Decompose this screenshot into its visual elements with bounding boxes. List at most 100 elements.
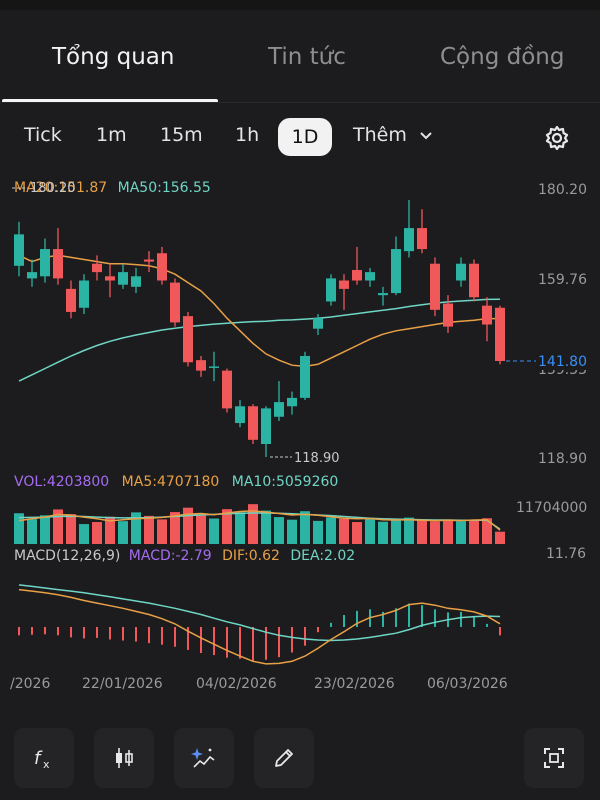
svg-text:x: x: [43, 758, 50, 771]
fullscreen-icon: [544, 748, 564, 768]
ai-sparkle-icon: [191, 748, 215, 768]
macd-dif: DIF:0.62: [222, 548, 280, 564]
volume-bar: [274, 517, 284, 544]
ma50-line: [18, 298, 501, 382]
candle-body: [417, 228, 427, 250]
legend-ma50-value: 156.55: [161, 180, 211, 196]
candle-body: [378, 293, 388, 296]
ma20-line: [18, 254, 500, 368]
volume-bar: [248, 504, 258, 544]
price-axis-label: 159.76: [538, 272, 587, 288]
candle-body: [274, 402, 284, 417]
candle-body: [287, 397, 297, 407]
gear-icon[interactable]: [544, 125, 570, 151]
pencil-icon: [275, 749, 293, 767]
tab-news[interactable]: Tin tức: [268, 44, 346, 70]
volume-bar: [378, 521, 388, 544]
volume-bar: [144, 515, 154, 544]
candle-body: [300, 355, 310, 398]
macd-value: MACD:-2.79: [128, 548, 212, 564]
volume-bar: [430, 521, 440, 544]
tab-overview[interactable]: Tổng quan: [52, 44, 175, 70]
timeframe-15m[interactable]: 15m: [160, 124, 203, 146]
volume-bar: [222, 509, 232, 544]
chevron-down-icon: [420, 131, 432, 139]
volume-bar: [391, 520, 401, 544]
candle-body: [27, 272, 37, 279]
legend-ma20-label: MA20:: [14, 180, 59, 196]
candle-body: [222, 370, 232, 409]
candle-body: [170, 282, 180, 323]
candle-body: [183, 316, 193, 363]
tab-community[interactable]: Cộng đồng: [440, 44, 565, 70]
volume-bar: [313, 520, 323, 544]
timeframe-more-label: Thêm: [353, 124, 407, 146]
volume-bar: [443, 519, 453, 544]
fullscreen-button[interactable]: [524, 728, 584, 788]
top-tabs: Tổng quan Tin tức Cộng đồng: [0, 10, 600, 103]
candle-body: [430, 263, 440, 310]
date-label: 04/02/2026: [196, 676, 277, 692]
date-label: 23/02/2026: [314, 676, 395, 692]
chart-type-button[interactable]: [94, 728, 154, 788]
macd-title: MACD(12,26,9): [14, 548, 121, 564]
macd-dea-line: [18, 584, 501, 642]
ai-analysis-button[interactable]: [174, 728, 234, 788]
date-label: 22/01/2026: [82, 676, 163, 692]
candle-body: [482, 305, 492, 325]
candle-body: [40, 249, 50, 277]
candle-body: [313, 318, 323, 329]
volume-bar: [131, 512, 141, 544]
timeframe-tick[interactable]: Tick: [24, 124, 62, 146]
indicator-button[interactable]: f x: [14, 728, 74, 788]
volume-bar: [14, 513, 24, 544]
volume-bar: [417, 519, 427, 544]
draw-button[interactable]: [254, 728, 314, 788]
macd-axis-label: 11.76: [546, 546, 587, 562]
volume-legend: VOL:4203800 MA5:4707180 MA10:5059260: [14, 474, 338, 490]
bottom-toolbar: f x: [0, 716, 600, 800]
timeframe-1m[interactable]: 1m: [96, 124, 127, 146]
low-marker-label: 118.90: [294, 451, 340, 466]
candle-body: [105, 276, 115, 281]
volume-bar: [183, 507, 193, 544]
volume-value: VOL:4203800: [14, 474, 110, 490]
candle-body: [352, 270, 362, 281]
candle-body: [209, 366, 219, 368]
legend-ma20-value: 151.87: [58, 180, 108, 196]
volume-bar: [170, 512, 180, 544]
volume-bar: [118, 521, 128, 544]
volume-bar: [261, 510, 271, 544]
candle-body: [235, 406, 245, 424]
volume-bar: [40, 515, 50, 544]
candle-body: [196, 360, 206, 371]
timeframe-1h[interactable]: 1h: [235, 124, 260, 146]
candle-body: [131, 276, 141, 287]
volume-bar: [404, 517, 414, 544]
volume-bar: [66, 514, 76, 544]
volume-ma10-line: [18, 512, 501, 530]
candle-body: [365, 272, 375, 281]
active-tab-indicator: [2, 99, 218, 103]
volume-bar: [469, 520, 479, 544]
candle-body: [79, 280, 89, 308]
candle-body: [66, 288, 76, 312]
candle-body: [118, 272, 128, 285]
timeframe-1d[interactable]: 1D: [278, 118, 332, 156]
fx-icon: f x: [34, 748, 50, 771]
volume-bar: [287, 519, 297, 544]
candle-body: [92, 263, 102, 273]
price-axis-label: 180.20: [538, 182, 587, 198]
price-axis-label: 139.33: [538, 362, 587, 378]
candle-body: [404, 228, 414, 252]
volume-bar: [235, 512, 245, 544]
volume-bar: [495, 531, 505, 544]
volume-bar: [209, 518, 219, 544]
volume-ma5: MA5:4707180: [121, 474, 220, 490]
macd-dea: DEA:2.02: [290, 548, 356, 564]
timeframe-more[interactable]: Thêm: [353, 124, 433, 146]
volume-bar: [365, 517, 375, 544]
volume-bar: [326, 517, 336, 544]
price-axis-label: 118.90: [538, 451, 587, 467]
volume-bar: [196, 515, 206, 544]
